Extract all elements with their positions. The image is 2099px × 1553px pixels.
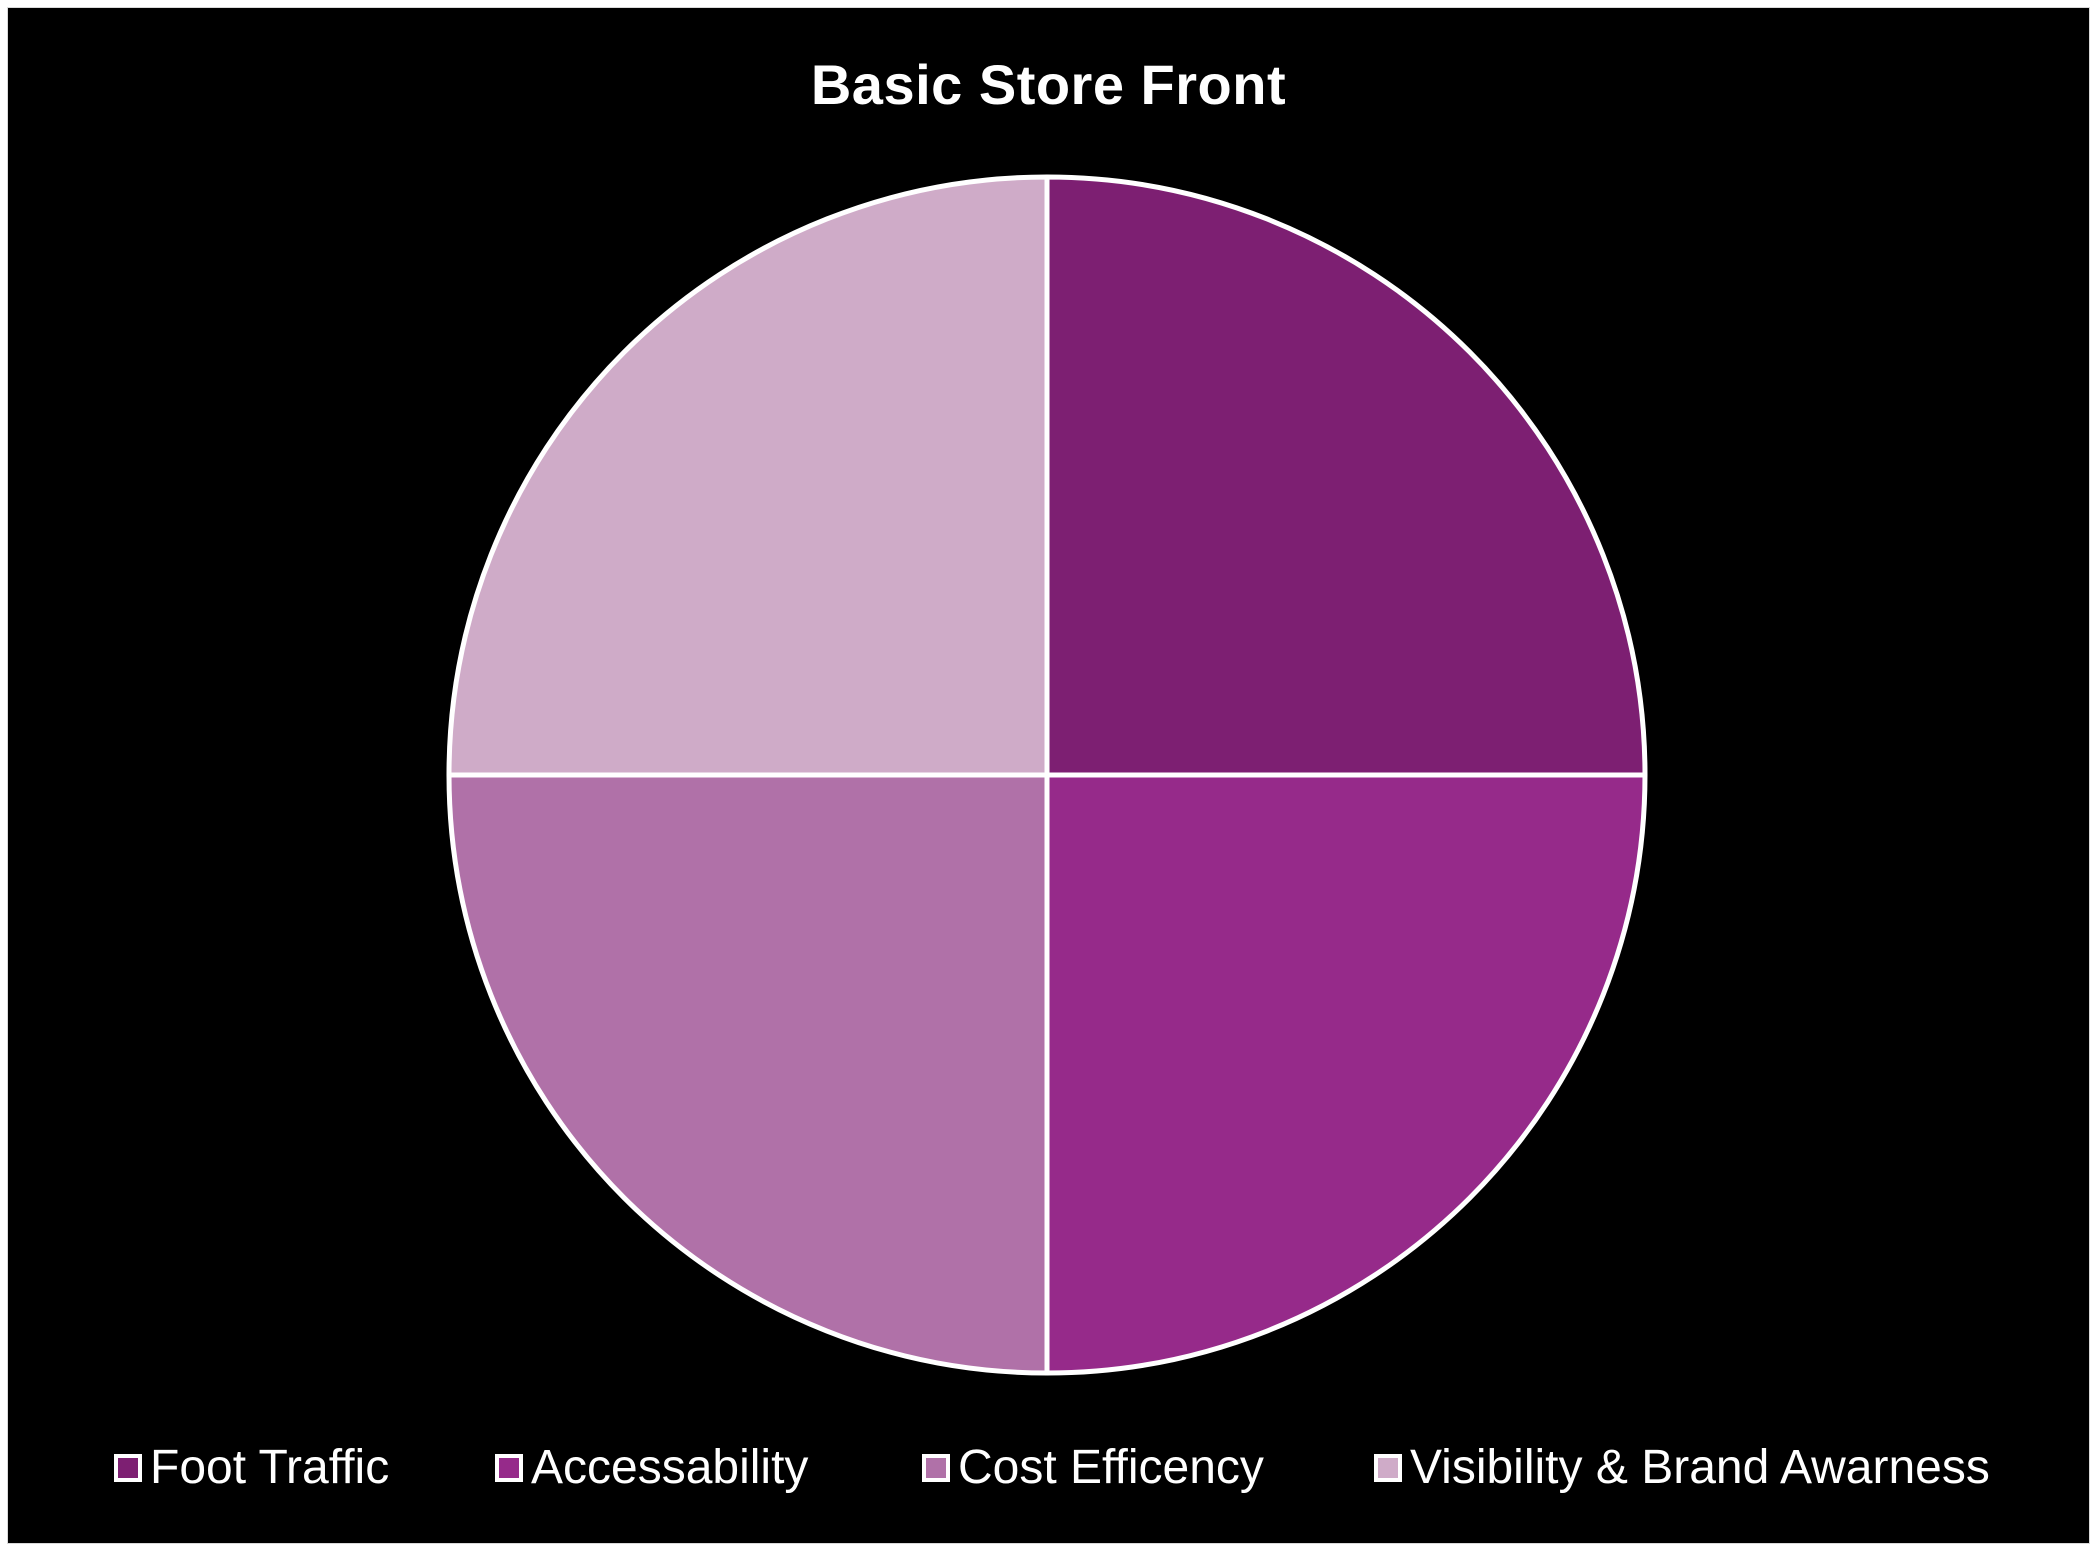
pie-slice-foot-traffic — [1044, 174, 1648, 778]
legend-label: Accessability — [531, 1441, 809, 1494]
legend-swatch — [922, 1454, 950, 1482]
legend: Foot Traffic Accessability Cost Efficenc… — [8, 1433, 2089, 1503]
legend-label: Cost Efficency — [958, 1441, 1264, 1494]
legend-item-foot-traffic: Foot Traffic — [114, 1433, 389, 1503]
pie-slice-accessability — [1044, 772, 1648, 1376]
pie-slice-cost-efficency — [446, 772, 1050, 1376]
legend-label: Foot Traffic — [150, 1441, 390, 1494]
legend-swatch — [1374, 1454, 1402, 1482]
chart-title: Basic Store Front — [810, 53, 1287, 116]
chart-area: Basic Store Front Foot Traffic Accessabi… — [7, 7, 2090, 1544]
legend-swatch — [495, 1454, 523, 1482]
legend-item-cost-efficency: Cost Efficency — [922, 1433, 1264, 1503]
pie-slice-visibility-brand-awarness — [446, 174, 1050, 778]
legend-item-visibility-brand-awarness: Visibility & Brand Awarness — [1374, 1433, 1990, 1503]
legend-item-accessability: Accessability — [495, 1433, 808, 1503]
legend-label: Visibility & Brand Awarness — [1410, 1441, 1990, 1494]
legend-swatch — [114, 1454, 142, 1482]
pie-chart — [446, 174, 1648, 1376]
